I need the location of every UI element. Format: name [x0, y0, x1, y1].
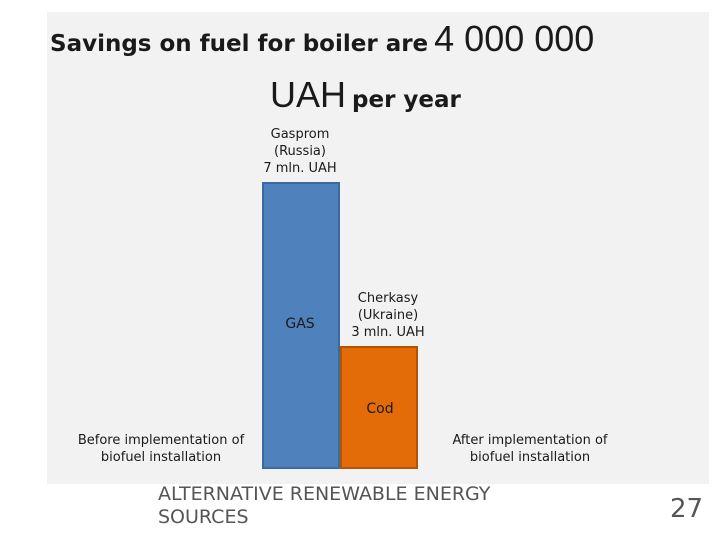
bar-gas: [262, 182, 340, 469]
title-part2: per year: [352, 87, 461, 113]
category-line: After implementation of: [452, 433, 608, 448]
annotation-line: (Russia): [274, 144, 326, 159]
slide-title-line1: Savings on fuel for boiler are 4 000 000: [50, 18, 700, 60]
title-amount: 4 000 000: [434, 18, 595, 59]
title-part1: Savings on fuel for boiler are: [50, 31, 429, 57]
category-label-before: Before implementation of biofuel install…: [60, 432, 262, 466]
annotation-cherkasy: Cherkasy (Ukraine) 3 mln. UAH: [328, 290, 448, 341]
slide-title-line2: UAH per year: [270, 74, 461, 116]
title-currency: UAH: [270, 74, 347, 115]
footer-line: ALTERNATIVE RENEWABLE ENERGY: [158, 483, 491, 505]
footer-caption: ALTERNATIVE RENEWABLE ENERGY SOURCES: [158, 483, 578, 529]
bar-cod: [340, 346, 418, 469]
annotation-line: Gasprom: [270, 127, 330, 142]
category-line: biofuel installation: [100, 450, 222, 465]
page-number: 27: [670, 494, 704, 524]
category-line: Before implementation of: [77, 433, 245, 448]
bar-label-cod: Cod: [366, 401, 394, 417]
footer-line: SOURCES: [158, 506, 249, 528]
bar-label-gas: GAS: [285, 316, 315, 332]
annotation-line: (Ukraine): [357, 308, 419, 323]
annotation-line: Cherkasy: [357, 291, 419, 306]
annotation-gasprom: Gasprom (Russia) 7 mln. UAH: [240, 126, 360, 177]
annotation-line: 3 mln. UAH: [351, 325, 425, 340]
category-label-after: After implementation of biofuel installa…: [430, 432, 630, 466]
category-line: biofuel installation: [469, 450, 591, 465]
annotation-line: 7 mln. UAH: [263, 161, 337, 176]
